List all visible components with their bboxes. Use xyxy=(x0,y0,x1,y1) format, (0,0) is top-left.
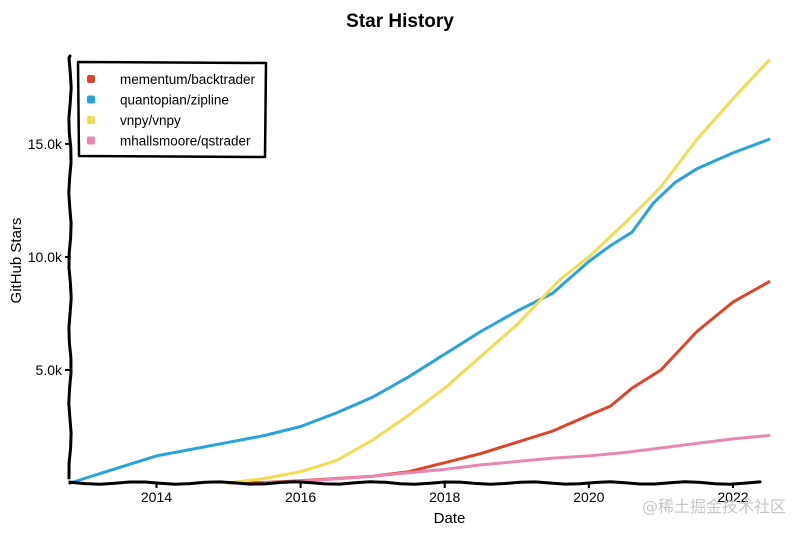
x-axis-label: Date xyxy=(434,510,466,527)
legend-box xyxy=(76,60,268,159)
watermark: @稀土掘金技术社区 xyxy=(641,497,786,516)
x-tick-label: 2020 xyxy=(573,489,604,505)
x-tick-label: 2018 xyxy=(429,489,460,505)
series-line-2 xyxy=(227,58,771,485)
legend-swatch xyxy=(87,75,95,83)
y-tick-label: 10.0k xyxy=(28,249,63,265)
y-tick-label: 5.0k xyxy=(36,362,63,378)
chart-title: Star History xyxy=(346,11,454,32)
x-tick-label: 2014 xyxy=(141,489,172,505)
legend-label: vnpy/vnpy xyxy=(120,113,181,128)
legend-swatch xyxy=(87,136,95,145)
series-line-1 xyxy=(68,137,771,485)
y-tick-label: 15.0k xyxy=(28,136,63,152)
series-line-0 xyxy=(227,280,771,485)
legend-label: mhallsmoore/qstrader xyxy=(120,134,251,149)
x-tick-label: 2022 xyxy=(717,489,748,505)
y-axis-line xyxy=(67,54,73,480)
series-line-3 xyxy=(263,434,771,485)
y-axis-label: GitHub Stars xyxy=(8,218,25,304)
legend-swatch xyxy=(87,95,95,104)
x-axis-line xyxy=(68,480,762,486)
legend-swatch xyxy=(87,116,95,124)
legend-label: mementum/backtrader xyxy=(120,72,256,87)
legend-label: quantopian/zipline xyxy=(120,93,229,108)
x-tick-label: 2016 xyxy=(285,489,316,505)
